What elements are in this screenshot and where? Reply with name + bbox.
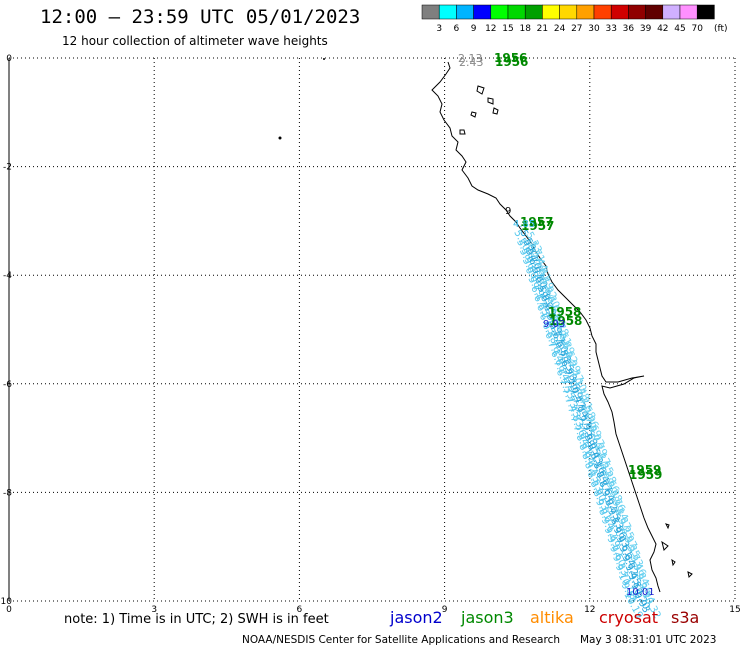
y-tick-label: -8 (3, 488, 12, 498)
legend-swatch (662, 4, 681, 20)
legend-unit: (ft) (714, 24, 728, 34)
island (459, 129, 466, 135)
island (687, 571, 693, 579)
page-title: 12:00 – 23:59 UTC 05/01/2023 (40, 6, 361, 28)
legend-swatch (456, 4, 474, 20)
swh-label: 10.01 (626, 587, 655, 598)
time-label: 1956 (494, 51, 527, 65)
y-tick-label: -4 (3, 271, 12, 281)
legend-label: 6 (454, 24, 460, 34)
coastline (278, 58, 693, 593)
y-tick-label: 0 (6, 54, 12, 64)
legend-swatch (438, 4, 457, 20)
legend-swatch (696, 4, 715, 20)
map-grid (8, 57, 736, 602)
time-label: 1959 (628, 463, 661, 477)
island (661, 540, 669, 551)
island (492, 107, 499, 115)
note-text: note: 1) Time is in UTC; 2) SWH is in fe… (64, 612, 329, 627)
legend-swatch (593, 4, 612, 20)
swh-label: 2.43 (459, 56, 484, 69)
island (470, 111, 477, 118)
axis-ticks: 0 3 6 9 12 15 0 -2 -4 -6 -8 -10 (0, 54, 740, 615)
swh-label: 4.85 (513, 219, 535, 230)
satellite-legend-s3a: s3a (671, 608, 700, 627)
legend-label: 30 (588, 24, 600, 34)
coastline-path (431, 61, 661, 593)
legend-label: 18 (519, 24, 531, 34)
x-tick-label: 6 (297, 605, 303, 615)
time-label: 1958 (548, 305, 581, 319)
x-tick-label: 15 (729, 605, 740, 615)
legend-label: 33 (605, 24, 616, 34)
swh-label: 9.03 (543, 319, 565, 330)
island (278, 136, 282, 140)
x-tick-label: 9 (442, 605, 448, 615)
legend-label: 24 (554, 24, 566, 34)
legend-swatch (610, 4, 629, 20)
footer-timestamp: May 3 08:31:01 UTC 2023 (580, 634, 717, 646)
y-tick-label: -2 (3, 163, 12, 173)
x-tick-label: 12 (584, 605, 595, 615)
time-label: 1956 (495, 55, 528, 69)
altimeter-tracks: 5.205.585.965.686.065.796.176.556.276.65… (511, 228, 662, 620)
island (487, 97, 494, 105)
legend-label: 70 (691, 24, 703, 34)
legend-swatch (490, 4, 509, 20)
island (671, 558, 676, 567)
time-label: 1959 (629, 468, 662, 482)
legend-swatch (507, 4, 526, 20)
legend-label: 27 (571, 24, 582, 34)
time-label: 1958 (549, 314, 582, 328)
swh-label: 2.13 (458, 52, 483, 65)
page-subtitle: 12 hour collection of altimeter wave hei… (62, 34, 328, 48)
y-tick-label: -10 (0, 597, 12, 607)
legend-swatch (645, 4, 664, 20)
time-label: 1957 (520, 215, 553, 229)
satellite-legend-cryosat: cryosat (599, 608, 659, 627)
legend-label: 21 (537, 24, 548, 34)
x-tick-label: 3 (151, 605, 157, 615)
legend-swatch (559, 4, 578, 20)
legend-swatch (473, 4, 492, 20)
island (323, 58, 325, 60)
color-legend: 3 6 9 12 15 18 21 24 27 30 33 36 39 42 45 70 (ft) (421, 4, 728, 34)
legend-label: 39 (640, 24, 652, 34)
legend-label: 9 (471, 24, 477, 34)
time-label: 1957 (521, 219, 554, 233)
legend-swatch (421, 4, 440, 20)
legend-label: 42 (657, 24, 668, 34)
legend-label: 15 (502, 24, 513, 34)
data-labels: 2.13 2.43 1956 1956 1957 1957 1958 1958 … (458, 51, 662, 598)
legend-swatch (679, 4, 698, 20)
x-tick-label: 0 (6, 605, 12, 615)
legend-label: 36 (623, 24, 635, 34)
track-marker: 9 (505, 206, 511, 217)
legend-swatch (524, 4, 543, 20)
y-tick-label: -6 (3, 380, 12, 390)
satellite-legend-altika: altika (530, 608, 574, 627)
legend-label: 12 (485, 24, 496, 34)
island (476, 85, 485, 95)
legend-swatch (576, 4, 595, 20)
island (665, 523, 670, 530)
satellite-legend-jason2: jason2 (390, 608, 443, 627)
legend-swatch (542, 4, 560, 20)
legend-label: 3 (436, 24, 442, 34)
satellite-legend-jason3: jason3 (461, 608, 514, 627)
footer-credit: NOAA/NESDIS Center for Satellite Applica… (242, 634, 560, 646)
legend-swatch (628, 4, 646, 20)
legend-label: 45 (674, 24, 685, 34)
